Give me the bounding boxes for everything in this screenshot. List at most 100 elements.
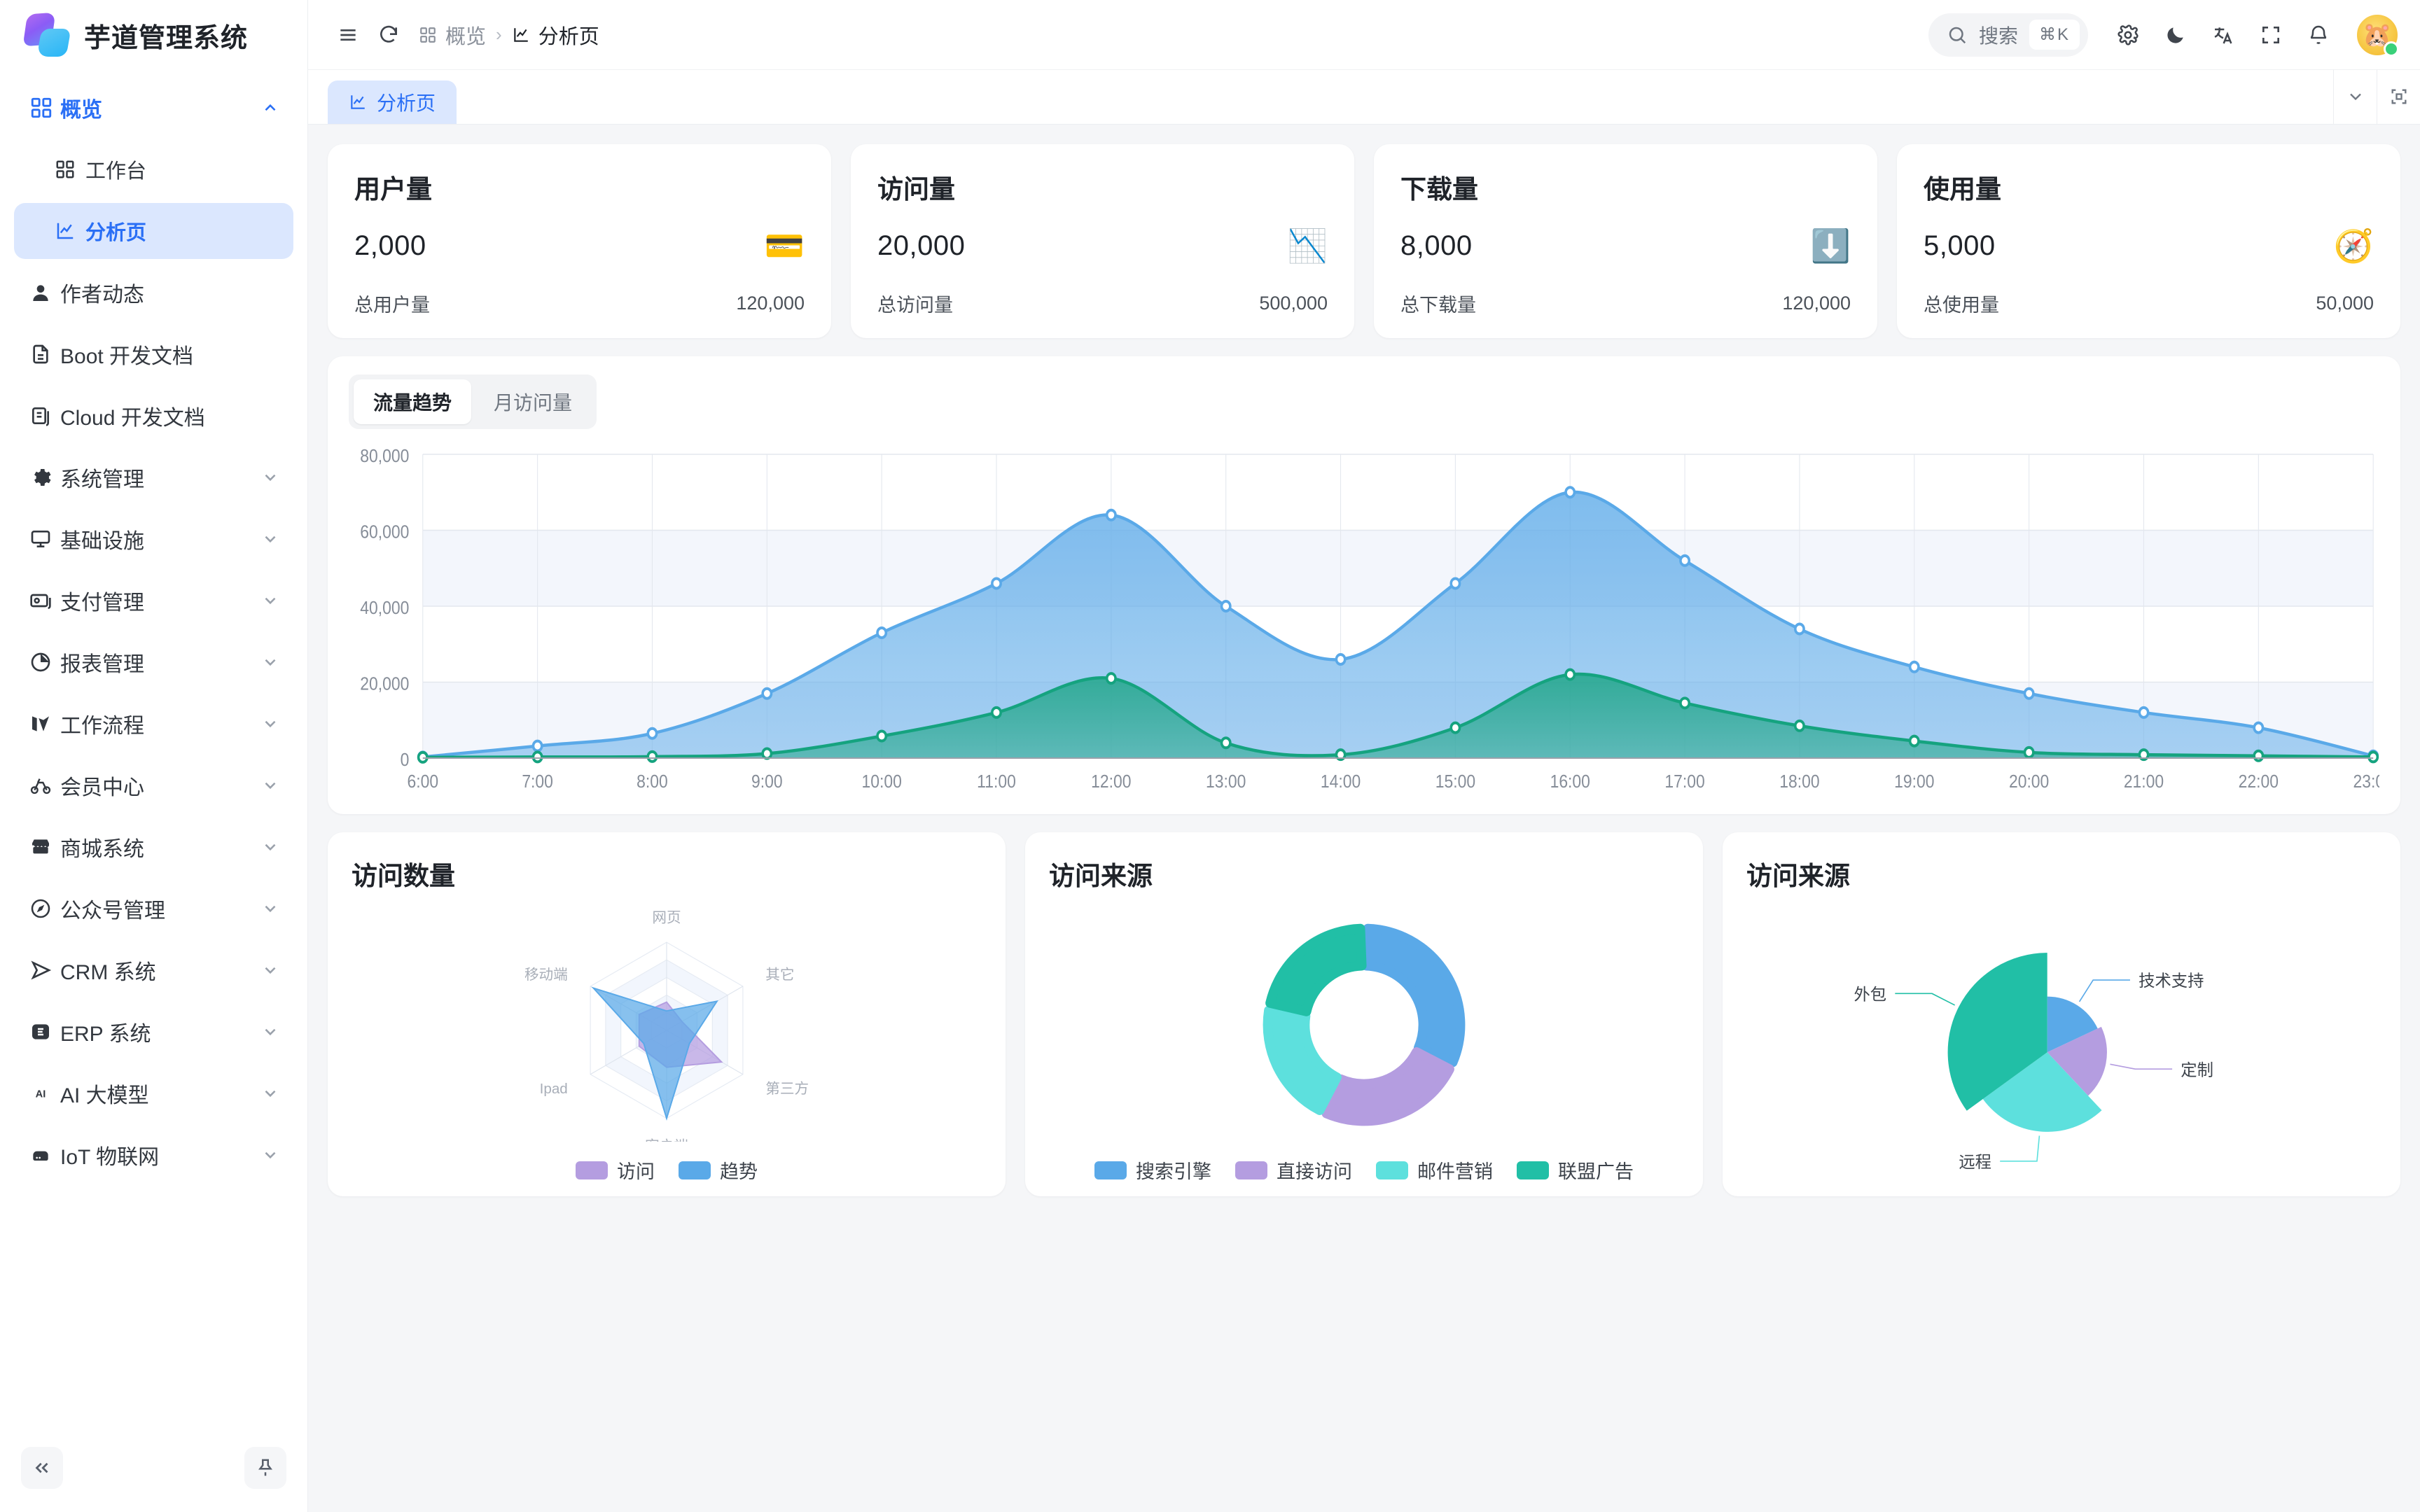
sidebar-item-overview[interactable]: 概览 [14, 80, 293, 136]
files-icon [29, 405, 60, 427]
svg-text:移动端: 移动端 [524, 967, 568, 983]
search-placeholder: 搜索 [1978, 24, 2018, 47]
erp-icon [29, 1021, 60, 1043]
sidebar-item-erp-system[interactable]: ERP 系统 [14, 1004, 293, 1060]
visit-count-card: 访问数量 网页其它第三方客户端 Ipad 移动端 访问 趋势 [328, 832, 1006, 1196]
hamburger-icon[interactable] [328, 15, 368, 55]
chart-icon [512, 26, 530, 44]
stat-title: 下载量 [1400, 175, 1478, 204]
trend-card: 流量趋势 月访问量 0 20,000 40,000 60,000 80,000 6:00 7… [328, 356, 2400, 814]
sidebar-item-iot[interactable]: IoT 物联网 [14, 1127, 293, 1183]
svg-text:客户端: 客户端 [645, 1138, 688, 1142]
svg-text:18:00: 18:00 [1779, 772, 1819, 792]
sidebar-item-member-center[interactable]: 会员中心 [14, 757, 293, 813]
svg-text:10:00: 10:00 [861, 772, 901, 792]
svg-text:11:00: 11:00 [977, 772, 1016, 792]
trend-tab-traffic[interactable]: 流量趋势 [354, 379, 472, 424]
sidebar-item-boot-docs[interactable]: Boot 开发文档 [14, 326, 293, 382]
brand-name: 芋道管理系统 [84, 23, 249, 53]
chevron-up-icon [256, 99, 279, 117]
svg-text:外包: 外包 [1854, 985, 1886, 1003]
sidebar-item-official-account[interactable]: 公众号管理 [14, 881, 293, 937]
svg-text:40,000: 40,000 [360, 598, 409, 619]
fullscreen-icon[interactable] [2251, 15, 2291, 55]
pin-sidebar-button[interactable] [244, 1447, 286, 1489]
tabbar: 分析页 [308, 69, 2420, 125]
sidebar-item-label: Boot 开发文档 [60, 345, 194, 368]
svg-text:80,000: 80,000 [360, 447, 409, 467]
breadcrumb: 概览 › 分析页 [419, 20, 599, 50]
brand[interactable]: 芋道管理系统 [0, 0, 307, 70]
legend-item[interactable]: 搜索引擎 [1094, 1156, 1211, 1184]
sidebar-item-payment-mgmt[interactable]: 支付管理 [14, 573, 293, 629]
chevron-down-icon [256, 1023, 279, 1041]
legend-swatch [1235, 1161, 1267, 1180]
breadcrumb-item-analysis[interactable]: 分析页 [512, 20, 599, 50]
sidebar-item-infrastructure[interactable]: 基础设施 [14, 511, 293, 567]
legend-item[interactable]: 趋势 [679, 1156, 758, 1184]
gear-icon[interactable] [2108, 15, 2148, 55]
card-title: 访问来源 [1049, 862, 1153, 890]
legend-item[interactable]: 访问 [576, 1156, 655, 1184]
svg-text:22:00: 22:00 [2239, 772, 2279, 792]
chart-icon [349, 93, 367, 111]
sidebar-item-label: 工作台 [85, 160, 147, 183]
chevron-down-icon [256, 592, 279, 610]
svg-text:16:00: 16:00 [1550, 772, 1590, 792]
legend-item[interactable]: 直接访问 [1235, 1156, 1352, 1184]
sidebar-item-workbench[interactable]: 工作台 [14, 141, 293, 197]
translate-icon[interactable] [2203, 15, 2244, 55]
legend-item[interactable]: 邮件营销 [1376, 1156, 1493, 1184]
trend-tabs: 流量趋势 月访问量 [349, 374, 597, 429]
maximize-icon[interactable] [2377, 69, 2420, 124]
chart-icon [55, 220, 85, 241]
sidebar-item-ai-model[interactable]: AI AI 大模型 [14, 1065, 293, 1121]
sidebar-item-label: IoT 物联网 [60, 1146, 160, 1169]
trend-tab-monthly[interactable]: 月访问量 [494, 392, 573, 414]
visit-source-rose-card: 访问来源 技术支持 定制 远程 外包 [1723, 832, 2400, 1196]
shop-icon [29, 836, 60, 858]
svg-text:AI: AI [36, 1088, 46, 1100]
refresh-icon[interactable] [368, 15, 409, 55]
legend-swatch [576, 1161, 608, 1180]
chevron-down-icon [256, 1084, 279, 1102]
tab-analysis[interactable]: 分析页 [328, 80, 457, 124]
svg-text:定制: 定制 [2181, 1060, 2213, 1079]
sidebar-item-workflow[interactable]: 工作流程 [14, 696, 293, 752]
sidebar-item-mall-system[interactable]: 商城系统 [14, 819, 293, 875]
stat-cards: 用户量 2,000 💳 总用户量 120,000 访问量 20,000 📉 [328, 144, 2400, 338]
breadcrumb-label: 分析页 [538, 25, 599, 48]
sidebar-item-system-mgmt[interactable]: 系统管理 [14, 449, 293, 505]
sidebar-item-author-news[interactable]: 作者动态 [14, 265, 293, 321]
grid-icon [29, 96, 60, 120]
moon-icon[interactable] [2155, 15, 2196, 55]
stat-card-users: 用户量 2,000 💳 总用户量 120,000 [328, 144, 831, 338]
chevron-down-icon [256, 838, 279, 856]
legend-swatch [679, 1161, 711, 1180]
sidebar-item-crm-system[interactable]: CRM 系统 [14, 942, 293, 998]
legend-label: 搜索引擎 [1136, 1161, 1211, 1182]
chevron-down-icon [256, 653, 279, 671]
sidebar-item-report-mgmt[interactable]: 报表管理 [14, 634, 293, 690]
sidebar-footer [0, 1435, 307, 1512]
chevron-down-icon[interactable] [2333, 69, 2377, 124]
sidebar-item-analysis[interactable]: 分析页 [14, 203, 293, 259]
svg-text:14:00: 14:00 [1321, 772, 1361, 792]
legend-item[interactable]: 联盟广告 [1517, 1156, 1634, 1184]
collapse-sidebar-button[interactable] [21, 1447, 63, 1489]
bell-icon[interactable] [2298, 15, 2339, 55]
radar-chart: 网页其它第三方客户端 Ipad 移动端 [328, 908, 1006, 1142]
status-badge [2384, 41, 2399, 57]
card-title: 访问来源 [1746, 862, 1850, 890]
sidebar-item-cloud-docs[interactable]: Cloud 开发文档 [14, 388, 293, 444]
gear-icon [29, 466, 60, 489]
legend-label: 访问 [617, 1161, 655, 1182]
search-input[interactable]: 搜索 ⌘K [1928, 13, 2088, 57]
breadcrumb-item-overview[interactable]: 概览 [419, 20, 486, 50]
svg-text:Ipad: Ipad [540, 1081, 568, 1097]
svg-text:网页: 网页 [652, 910, 681, 926]
sidebar-item-label: 分析页 [85, 222, 147, 244]
avatar[interactable]: 🐹 [2356, 13, 2399, 57]
sidebar: 芋道管理系统 概览 工作台 分析页 作者动态 Boot [0, 0, 308, 1512]
